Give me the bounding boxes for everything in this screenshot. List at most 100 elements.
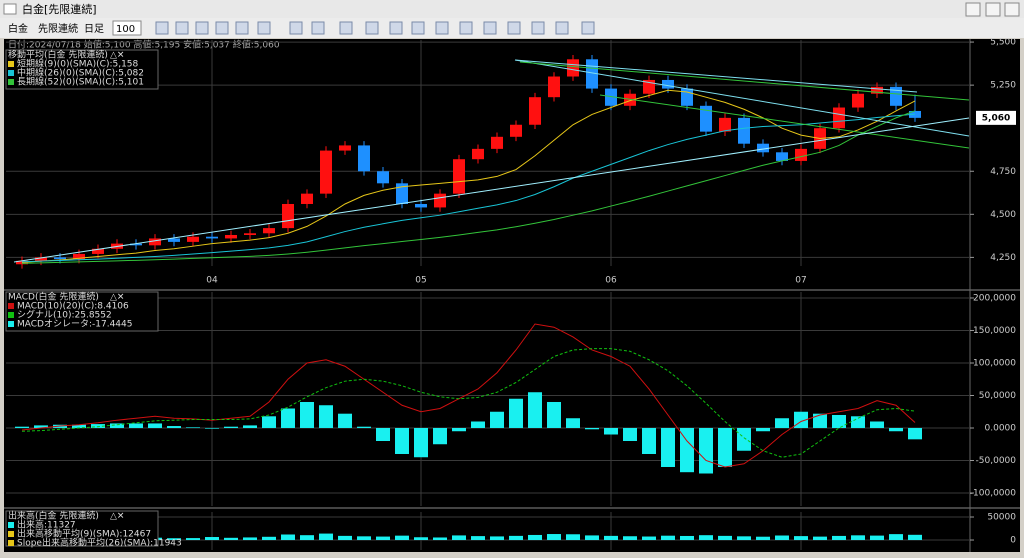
legend-swatch — [8, 70, 14, 76]
candle-body — [871, 86, 883, 94]
candle-body — [168, 238, 180, 242]
legend-swatch — [8, 312, 14, 318]
minimize[interactable] — [965, 2, 981, 17]
legend-label: 出来高移動平均(9)(SMA):12467 — [17, 528, 151, 540]
candle-body — [548, 76, 560, 98]
candle-body — [453, 159, 465, 194]
bar — [756, 427, 770, 432]
y-tick-label: 50,0000 — [979, 391, 1016, 401]
bar — [300, 535, 314, 541]
candle-body — [225, 234, 237, 239]
bar — [186, 538, 200, 541]
bar — [813, 413, 827, 428]
bar — [832, 414, 846, 428]
legend-label: MACDオシレータ:-17.4445 — [17, 319, 132, 330]
month-label: 07 — [795, 276, 806, 286]
bar — [699, 535, 713, 541]
period-input[interactable] — [112, 20, 142, 36]
month-label: 05 — [415, 276, 426, 286]
bar — [585, 427, 599, 430]
bar — [319, 405, 333, 428]
period-value[interactable]: 100 — [116, 24, 135, 35]
toolbar-item[interactable]: 日足 — [84, 23, 104, 35]
legend-icons: △✕ — [110, 51, 124, 61]
candle-body — [529, 97, 541, 125]
legend-icons: △✕ — [110, 293, 124, 303]
candle-body — [738, 117, 750, 144]
y-tick-label: 4,250 — [990, 253, 1016, 263]
y-tick-label: 200,0000 — [973, 293, 1016, 303]
candle-body — [320, 150, 332, 194]
series-line — [21, 89, 916, 264]
window-buttons[interactable] — [965, 2, 1020, 17]
bar — [15, 426, 29, 428]
candle-body — [719, 117, 731, 132]
candle-body — [776, 152, 788, 161]
candle-body — [472, 148, 484, 160]
y-tick-label: 100,0000 — [973, 358, 1016, 368]
bar — [775, 535, 789, 541]
candle-body — [377, 171, 389, 184]
bar — [205, 537, 219, 541]
candle-body — [206, 236, 218, 239]
bar — [908, 534, 922, 541]
candle-body — [415, 203, 427, 208]
bar — [243, 425, 257, 428]
toolbar-item[interactable]: 白金 — [8, 22, 28, 35]
candle-body — [510, 124, 522, 137]
candle-body — [833, 107, 845, 129]
candle-body — [92, 248, 104, 254]
legend-swatch — [8, 303, 14, 309]
bar — [376, 427, 390, 441]
candle-body — [263, 228, 275, 234]
bar — [262, 416, 276, 428]
legend-box — [5, 510, 159, 547]
maximize[interactable] — [985, 2, 1001, 17]
legend-swatch — [8, 540, 14, 546]
bar — [376, 536, 390, 541]
bar — [566, 534, 580, 541]
bar — [528, 392, 542, 428]
candle-body — [149, 238, 161, 246]
close[interactable] — [1004, 2, 1020, 17]
y-tick-label: 5,500 — [990, 38, 1016, 48]
bar — [110, 423, 124, 428]
candle-body — [73, 253, 85, 260]
legend-label: 短期線(9)(0)(SMA)(C):5,158 — [17, 58, 139, 70]
bar — [338, 535, 352, 541]
bar — [851, 416, 865, 428]
bar — [471, 536, 485, 541]
series-line — [21, 113, 916, 263]
candle-body — [434, 193, 446, 208]
trendlines — [13, 59, 970, 263]
legend-label: 出来高:11327 — [17, 519, 76, 531]
candle-body — [282, 203, 294, 229]
bar — [604, 427, 618, 435]
bar — [889, 534, 903, 541]
bar — [680, 427, 694, 473]
bar — [870, 535, 884, 541]
toolbar-item[interactable]: 先限連続 — [38, 22, 78, 35]
y-tick-label: 0.0000 — [985, 423, 1017, 433]
candle-body — [890, 86, 902, 106]
bar — [604, 535, 618, 541]
month-label: 06 — [605, 276, 617, 286]
candle-body — [605, 88, 617, 106]
bar — [167, 426, 181, 428]
legend-swatch — [8, 61, 14, 67]
bar — [148, 423, 162, 428]
toolbar-icons[interactable] — [155, 21, 595, 35]
bar — [452, 427, 466, 432]
legend-label: シグナル(10):25.8552 — [17, 309, 112, 321]
bar — [680, 535, 694, 541]
last-price-box — [976, 110, 1016, 125]
bar — [490, 536, 504, 541]
bar — [224, 537, 238, 541]
bar — [167, 538, 181, 541]
legend-swatch — [8, 522, 14, 528]
legend-box — [5, 49, 159, 90]
candle-body — [795, 148, 807, 161]
bar — [91, 424, 105, 428]
